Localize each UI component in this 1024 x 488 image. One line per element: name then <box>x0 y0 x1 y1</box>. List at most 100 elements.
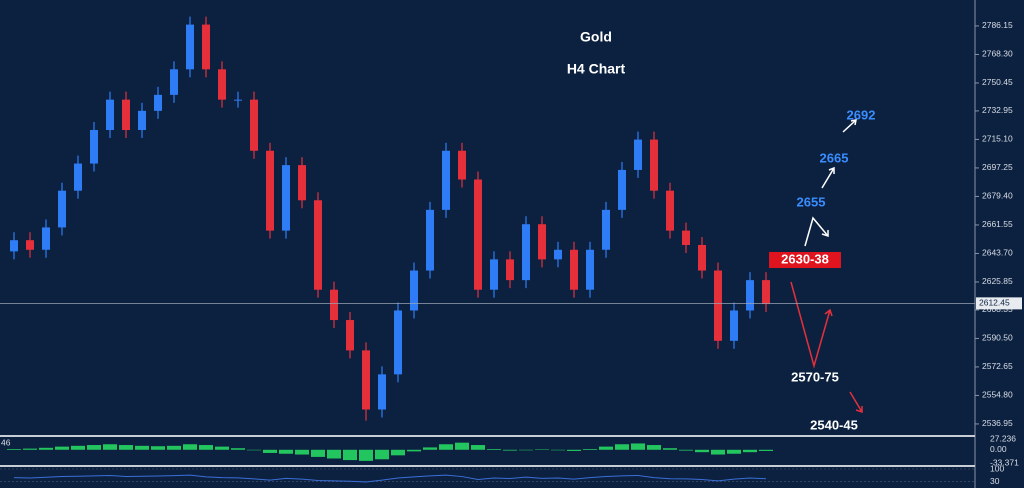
candle-body <box>586 249 594 290</box>
candle-body <box>746 280 754 311</box>
y-tick-label: 2625.85 <box>982 276 1013 286</box>
macd-bar <box>247 449 261 451</box>
candle-body <box>74 163 82 191</box>
candle-body <box>42 227 50 250</box>
macd-bar <box>375 449 389 460</box>
macd-bar <box>151 446 165 450</box>
rsi-line <box>13 474 767 483</box>
y-tick-label: 2590.50 <box>982 333 1013 343</box>
y-tick-label: 2786.15 <box>982 20 1013 30</box>
macd-bar <box>327 449 341 459</box>
candle-body <box>730 310 738 341</box>
candle-body <box>442 150 450 210</box>
candle-body <box>570 249 578 290</box>
candle-body <box>202 24 210 70</box>
candle-body <box>410 270 418 311</box>
y-tick-label: 0.00 <box>990 444 1007 454</box>
y-tick-label: 2697.25 <box>982 162 1013 172</box>
macd-bar <box>119 445 133 450</box>
candle-body <box>762 280 770 305</box>
macd-bar <box>183 444 197 450</box>
annotation-box <box>769 252 841 268</box>
macd-bar <box>343 449 357 461</box>
candle-body <box>106 99 114 131</box>
candle-body <box>554 249 562 260</box>
arrow <box>849 391 863 413</box>
macd-bar <box>231 448 245 450</box>
candle-body <box>474 179 482 290</box>
arrow <box>804 216 829 247</box>
macd-bar <box>727 449 741 454</box>
arrow-head <box>821 230 829 238</box>
candle-body <box>266 150 274 231</box>
current-price-box <box>976 297 1022 310</box>
annotation: 2540-45 <box>810 417 858 432</box>
candle-body <box>234 99 242 101</box>
candle-body <box>90 130 98 164</box>
candle-body <box>138 110 146 131</box>
candle-body <box>218 69 226 100</box>
candle-body <box>282 165 290 231</box>
macd-bar <box>743 449 757 453</box>
macd-bar <box>679 449 693 451</box>
macd-bar <box>519 449 533 451</box>
macd-bar <box>215 446 229 450</box>
candle-body <box>250 99 258 151</box>
arrow-head <box>855 406 863 414</box>
candle-body <box>506 259 514 281</box>
y-tick-label: 2679.40 <box>982 191 1013 201</box>
macd-bar <box>7 448 21 450</box>
chart-title: Gold <box>580 29 612 45</box>
candle-body <box>602 209 610 250</box>
macd-bar <box>279 449 293 454</box>
macd-bar <box>199 445 213 450</box>
macd-bar <box>167 445 181 450</box>
arrow <box>790 281 831 369</box>
macd-bar <box>359 449 373 461</box>
macd-bar <box>711 449 725 455</box>
arrows <box>790 119 863 414</box>
macd-bar <box>295 449 309 455</box>
macd-bar <box>471 445 485 450</box>
annotation: 2692 <box>847 107 876 122</box>
y-tick-label: 2661.55 <box>982 219 1013 229</box>
macd-bar <box>503 449 517 451</box>
macd-bar <box>23 448 37 450</box>
y-tick-label: 2715.10 <box>982 134 1013 144</box>
y-tick-label: 2732.95 <box>982 105 1013 115</box>
candle-body <box>26 240 34 250</box>
macd-bar <box>87 445 101 450</box>
indicator-label: 46 <box>1 437 11 447</box>
macd-bar <box>311 449 325 457</box>
macd-bar <box>663 448 677 450</box>
macd-bar <box>391 449 405 456</box>
macd-bar <box>439 444 453 450</box>
y-tick-label: 2554.80 <box>982 390 1013 400</box>
y-tick-label: 27.236 <box>990 433 1016 443</box>
macd-bar <box>487 448 501 450</box>
candle-body <box>682 230 690 245</box>
candle-body <box>618 169 626 210</box>
candle-body <box>122 99 130 131</box>
candle-body <box>330 289 338 321</box>
annotation: 2630-38 <box>781 251 829 266</box>
candle-body <box>58 190 66 228</box>
y-tick-label: 30 <box>990 476 1000 486</box>
candle-body <box>426 209 434 271</box>
candle-body <box>458 150 466 180</box>
macd-bar <box>423 447 437 450</box>
candle-body <box>314 200 322 290</box>
y-tick-label: 2768.30 <box>982 49 1013 59</box>
candle-body <box>698 244 706 271</box>
macd-bar <box>455 442 469 450</box>
macd-bar <box>535 449 549 450</box>
macd-bar <box>567 449 581 451</box>
candle-body <box>650 139 658 191</box>
annotation: 2655 <box>797 194 826 209</box>
candle-body <box>10 240 18 252</box>
candle-body <box>378 374 386 410</box>
candle-body <box>634 139 642 170</box>
arrow-head <box>824 308 833 317</box>
